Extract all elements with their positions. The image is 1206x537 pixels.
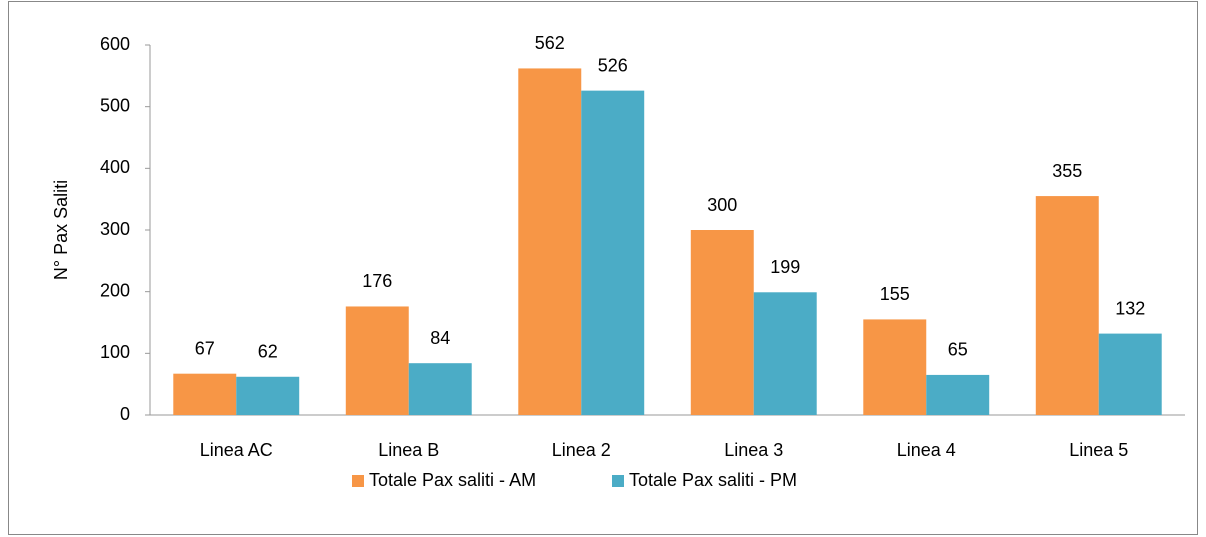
x-tick-label: Linea 3 [724, 440, 783, 460]
legend-label: Totale Pax saliti - PM [629, 470, 797, 490]
bar [1035, 196, 1099, 415]
bar [863, 319, 927, 415]
y-tick-label: 200 [100, 280, 130, 300]
x-tick-label: Linea 4 [897, 440, 956, 460]
value-label: 176 [362, 271, 392, 291]
legend-label: Totale Pax saliti - AM [369, 470, 536, 490]
bar [236, 376, 300, 415]
value-label: 300 [707, 195, 737, 215]
bar [1098, 333, 1162, 415]
y-tick-label: 400 [100, 157, 130, 177]
value-label: 132 [1115, 298, 1145, 318]
legend-swatch [612, 475, 624, 487]
x-tick-label: Linea 5 [1069, 440, 1128, 460]
bar [690, 230, 754, 415]
value-label: 65 [948, 340, 968, 360]
x-tick-label: Linea AC [200, 440, 273, 460]
x-tick-label: Linea 2 [552, 440, 611, 460]
y-tick-label: 100 [100, 342, 130, 362]
bar [345, 306, 409, 415]
y-axis-label: N° Pax Saliti [51, 180, 71, 280]
legend-swatch [352, 475, 364, 487]
value-label: 84 [430, 328, 450, 348]
bar [926, 374, 990, 415]
value-label: 155 [880, 284, 910, 304]
bar [408, 363, 472, 415]
y-tick-label: 500 [100, 95, 130, 115]
value-label: 526 [598, 55, 628, 75]
value-label: 67 [195, 338, 215, 358]
y-tick-label: 300 [100, 219, 130, 239]
value-label: 62 [258, 342, 278, 362]
value-label: 355 [1052, 161, 1082, 181]
y-tick-label: 0 [120, 404, 130, 424]
y-tick-label: 600 [100, 34, 130, 54]
bar [518, 68, 582, 415]
value-label: 199 [770, 257, 800, 277]
bar [173, 373, 237, 415]
bar [581, 90, 645, 415]
value-label: 562 [535, 33, 565, 53]
bar [753, 292, 817, 415]
x-tick-label: Linea B [378, 440, 439, 460]
